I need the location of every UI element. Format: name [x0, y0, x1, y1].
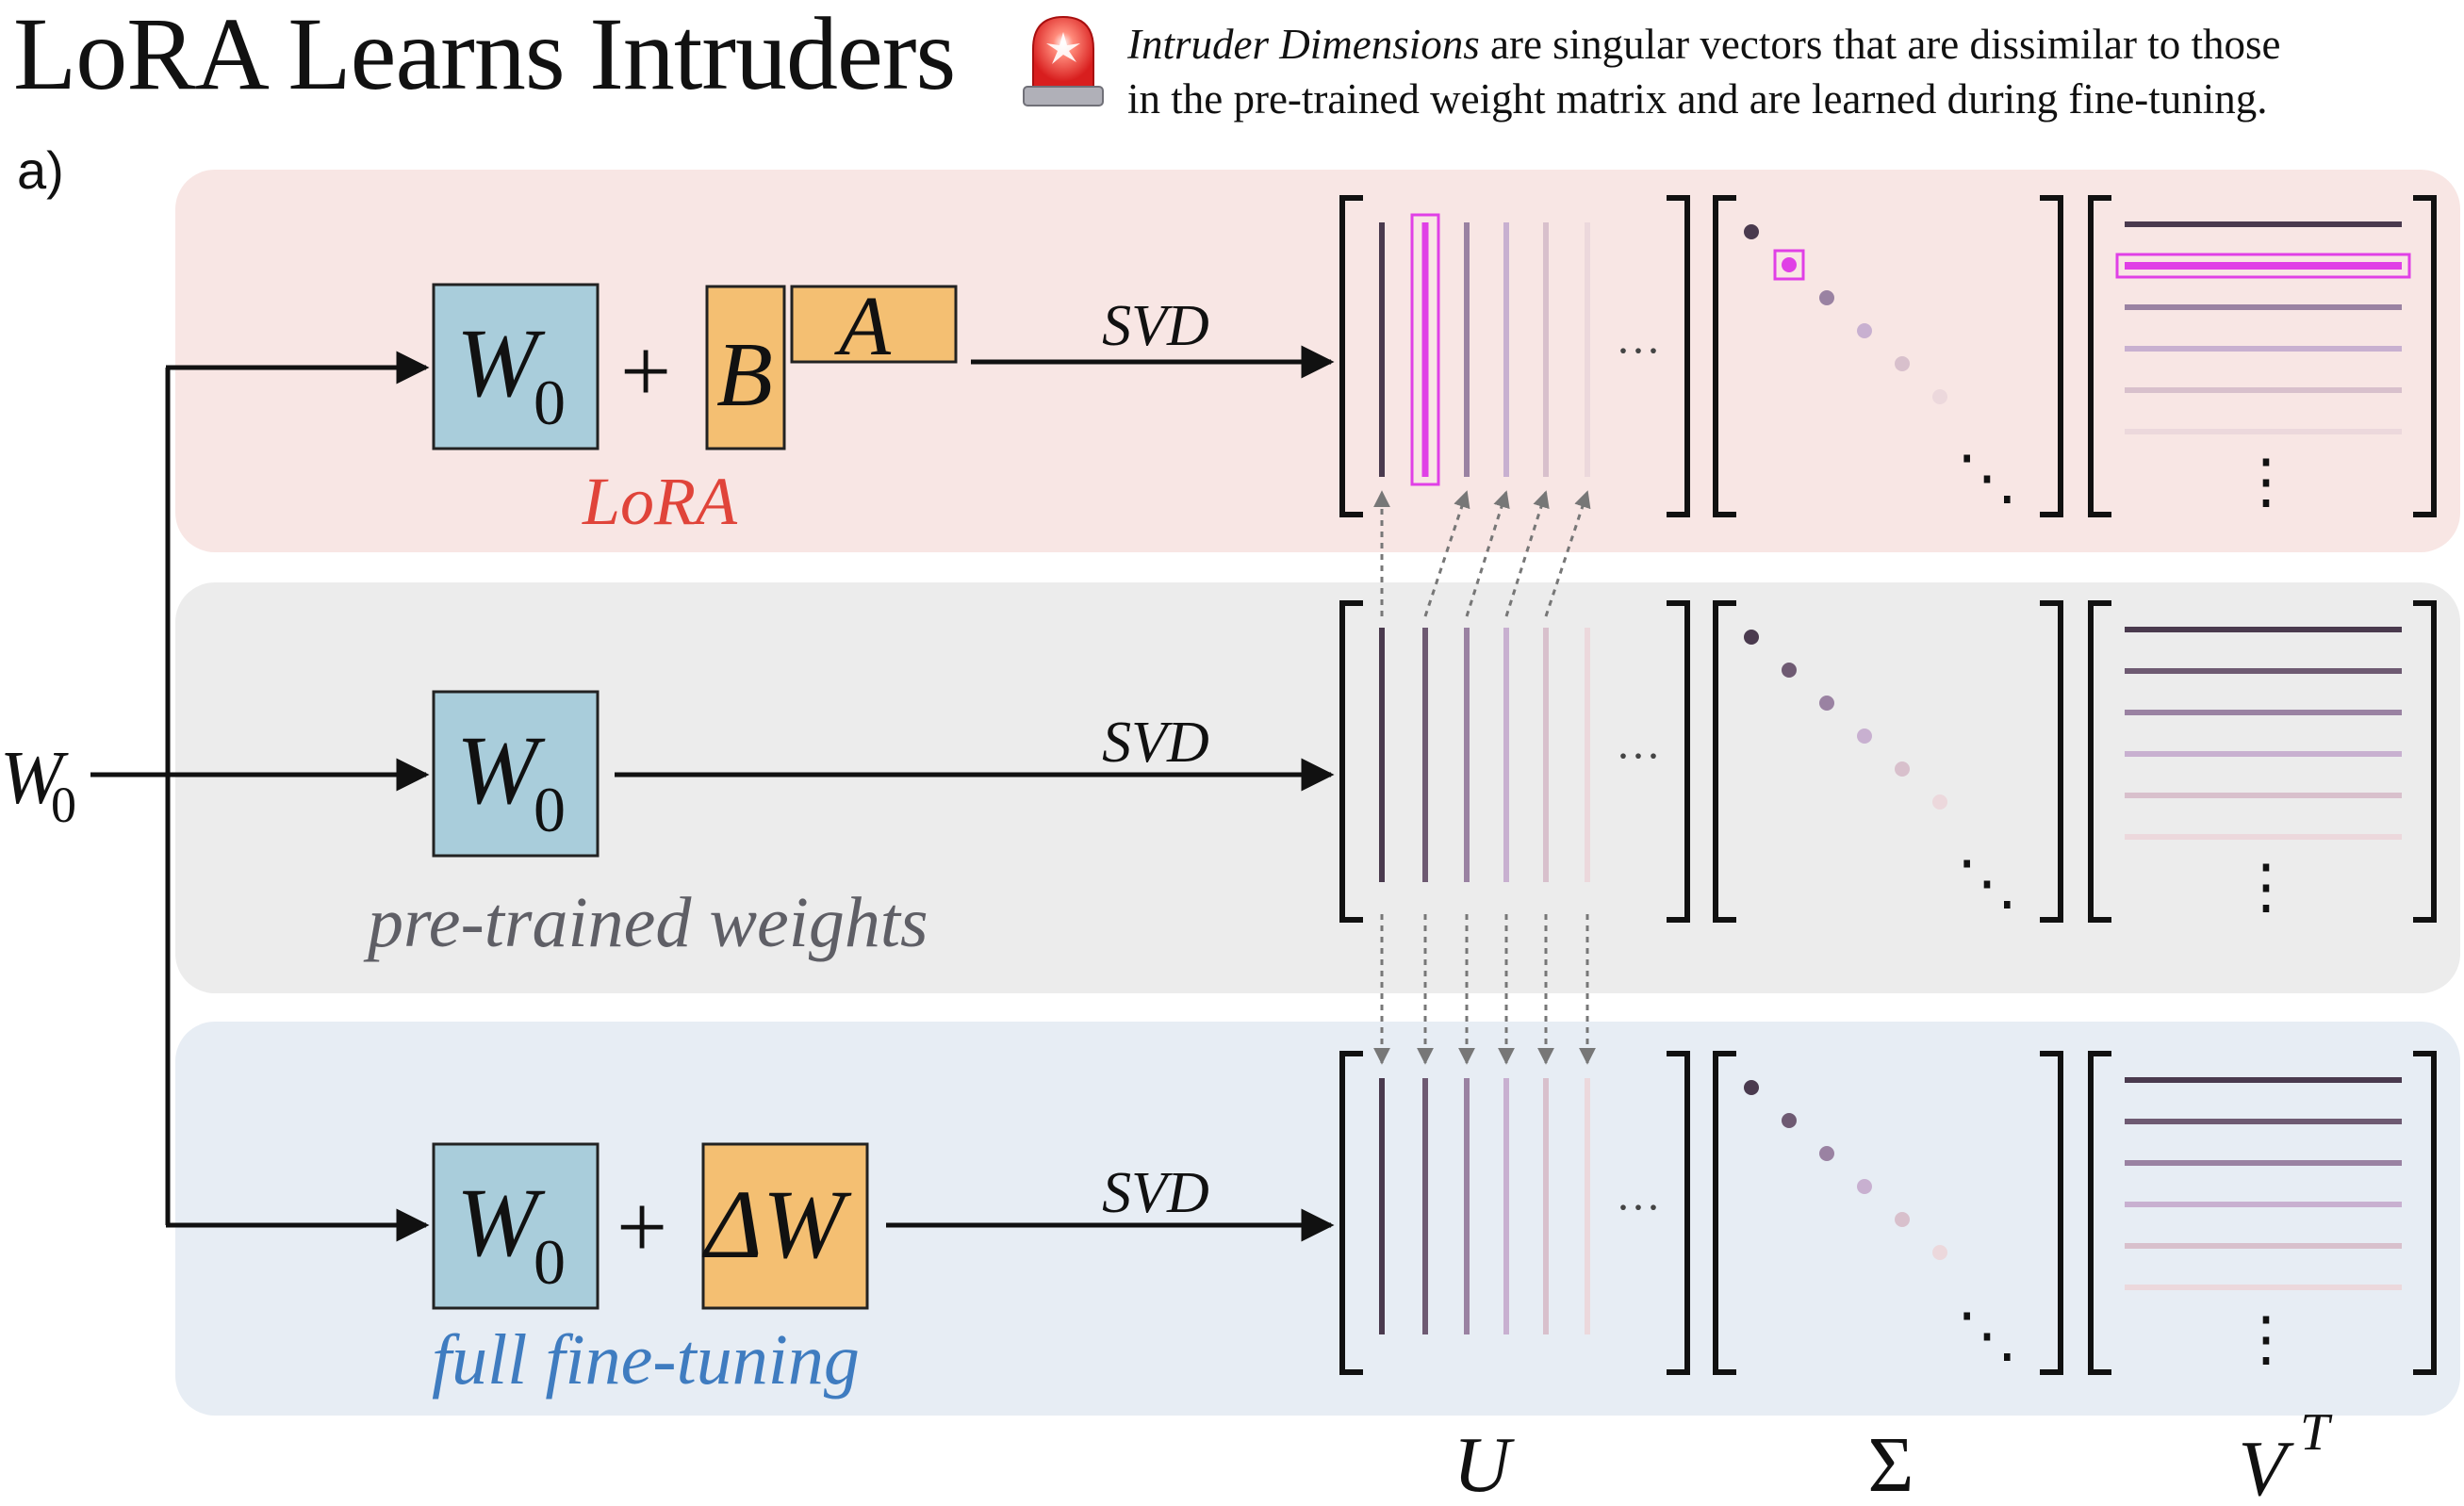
full-finetuning-sigma-left-bracket	[1713, 1051, 1736, 1375]
lora-b-box: B	[705, 285, 786, 450]
pretrained-sigma-dot	[1857, 728, 1872, 744]
lora-u-right-bracket	[1667, 195, 1690, 517]
full-finetuning-u-right-bracket	[1667, 1051, 1690, 1375]
lora-u-left-bracket	[1339, 195, 1363, 517]
definition-term: Intruder Dimensions	[1127, 21, 1480, 68]
full-finetuning-sigma-dot	[1932, 1245, 1947, 1260]
full-finetuning-sigma-dot	[1895, 1212, 1910, 1227]
lora-weight-box: W 0	[432, 283, 600, 450]
sigma-label: Σ	[1868, 1421, 1914, 1506]
full-finetuning-sigma-dot	[1744, 1080, 1759, 1095]
lora-sigma-ellipsis: ⋱	[1957, 444, 2017, 511]
fft-svd-label: SVD	[1102, 1161, 1209, 1225]
lora-u-ellipsis: ···	[1616, 326, 1661, 376]
lora-vt-left-bracket	[2088, 195, 2111, 517]
full-finetuning-sigma-right-bracket	[2040, 1051, 2063, 1375]
lora-caption: LoRA	[582, 464, 738, 539]
pretrained-u-right-bracket	[1667, 600, 1690, 923]
pretrained-sigma-right-bracket	[2040, 600, 2063, 923]
fft-delta-w-box: ΔW	[701, 1142, 869, 1310]
full-finetuning-sigma-ellipsis: ⋱	[1957, 1301, 2017, 1368]
definition-line-2: in the pre-trained weight matrix and are…	[1127, 75, 2268, 123]
pretrained-svd-label: SVD	[1102, 711, 1209, 775]
fft-caption: full fine-tuning	[432, 1320, 860, 1400]
pretrained-sigma-dot	[1744, 630, 1759, 645]
pretrained-caption: pre-trained weights	[363, 883, 928, 962]
lora-sigma-dot	[1782, 257, 1797, 272]
pretrained-sigma-ellipsis: ⋱	[1957, 849, 2017, 916]
lora-weight-base: W	[456, 309, 546, 417]
pretrained-sigma-dot	[1895, 761, 1910, 777]
input-weight-base: W	[0, 737, 69, 820]
intruder-definition: Intruder Dimensions are singular vectors…	[1127, 17, 2280, 126]
svd-matrices: ··· ⋱ ⋮ ··· ⋱ ⋮ ··· ⋱ ⋮	[1339, 195, 2437, 1375]
pretrained-weight-sub: 0	[534, 774, 566, 845]
full-finetuning-sigma-dot	[1857, 1179, 1872, 1194]
input-weight-sub: 0	[51, 777, 76, 833]
pretrained-vt-right-bracket	[2413, 600, 2437, 923]
pretrained-u-ellipsis: ···	[1616, 731, 1661, 781]
pretrained-sigma-dot	[1819, 696, 1834, 711]
fft-weight-base: W	[456, 1169, 546, 1277]
lora-weight-sub: 0	[534, 367, 566, 438]
lora-sigma-dot	[1744, 224, 1759, 239]
lora-plus-sign: +	[620, 320, 671, 421]
fft-weight-sub: 0	[534, 1226, 566, 1298]
full-finetuning-sigma-dot	[1782, 1113, 1797, 1128]
lora-sigma-intruder-highlight	[1773, 249, 1805, 281]
full-finetuning-vt-ellipsis: ⋮	[2236, 1305, 2296, 1372]
panel-label: a)	[17, 140, 64, 200]
lora-a-box: A	[790, 280, 958, 373]
full-finetuning-u-left-bracket	[1339, 1051, 1363, 1375]
definition-line-1-rest: are singular vectors that are dissimilar…	[1479, 21, 2281, 68]
vt-label-sup: T	[2300, 1403, 2333, 1462]
pretrained-sigma-dot	[1782, 663, 1797, 678]
fft-delta-w-label: ΔW	[701, 1170, 852, 1279]
pretrained-sigma-dot	[1932, 794, 1947, 810]
input-weight-label: W 0	[0, 737, 76, 833]
lora-vt-intruder-highlight	[2115, 253, 2411, 279]
lora-sigma-dot	[1819, 290, 1834, 305]
lora-sigma-right-bracket	[2040, 195, 2063, 517]
pretrained-vt-left-bracket	[2088, 600, 2111, 923]
vt-label-base: V	[2238, 1425, 2294, 1506]
full-finetuning-u-ellipsis: ···	[1616, 1183, 1661, 1233]
definition-line-1: Intruder Dimensions are singular vectors…	[1127, 17, 2280, 72]
pretrained-weight-box: W 0	[432, 690, 600, 858]
pretrained-sigma-left-bracket	[1713, 600, 1736, 923]
pretrained-vt-ellipsis: ⋮	[2236, 853, 2296, 920]
lora-a-label: A	[834, 280, 892, 373]
figure-title: LoRA Learns Intruders	[13, 0, 956, 111]
lora-b-label: B	[716, 324, 773, 426]
pretrained-u-left-bracket	[1339, 600, 1363, 923]
fft-plus-sign: +	[616, 1176, 667, 1277]
fft-weight-box: W 0	[432, 1142, 600, 1310]
pretrained-weight-base: W	[456, 716, 546, 825]
siren-icon	[1023, 15, 1104, 106]
lora-svd-label: SVD	[1102, 294, 1209, 358]
lora-vt-ellipsis: ⋮	[2236, 448, 2296, 515]
lora-sigma-dot	[1895, 356, 1910, 371]
lora-sigma-dot	[1857, 323, 1872, 338]
lora-sigma-dot	[1932, 389, 1947, 404]
u-label: U	[1454, 1421, 1516, 1506]
lora-vt-right-bracket	[2413, 195, 2437, 517]
full-finetuning-sigma-dot	[1819, 1146, 1834, 1161]
full-finetuning-vt-right-bracket	[2413, 1051, 2437, 1375]
lora-sigma-left-bracket	[1713, 195, 1736, 517]
full-finetuning-vt-left-bracket	[2088, 1051, 2111, 1375]
lora-u-intruder-highlight	[1410, 213, 1440, 486]
